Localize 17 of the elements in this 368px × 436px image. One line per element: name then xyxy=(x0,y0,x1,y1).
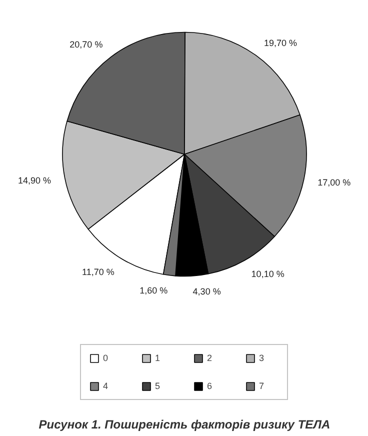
data-label: 11,70 % xyxy=(82,266,114,277)
legend-label: 2 xyxy=(207,353,214,363)
data-label: 20,70 % xyxy=(70,40,103,50)
text: Рисунок 1. Поширеність факторів ризику ТЕЛА xyxy=(38,418,330,432)
data-label: 14,90 % xyxy=(18,176,52,186)
legend-label: 6 xyxy=(207,381,214,391)
legend-label: 3 xyxy=(259,353,266,363)
data-label: 19,70 % xyxy=(264,38,297,48)
legend-label: 5 xyxy=(155,381,162,391)
legend-label: 4 xyxy=(103,381,110,391)
legend-label: 7 xyxy=(259,381,266,391)
legend-label: 0 xyxy=(103,353,110,363)
data-label: 1,60 % xyxy=(140,286,168,296)
data-label: 4,30 % xyxy=(192,286,221,296)
data-label: 17,00 % xyxy=(318,177,351,188)
legend-label: 1 xyxy=(155,353,162,363)
data-label: 10,10 % xyxy=(251,268,284,279)
